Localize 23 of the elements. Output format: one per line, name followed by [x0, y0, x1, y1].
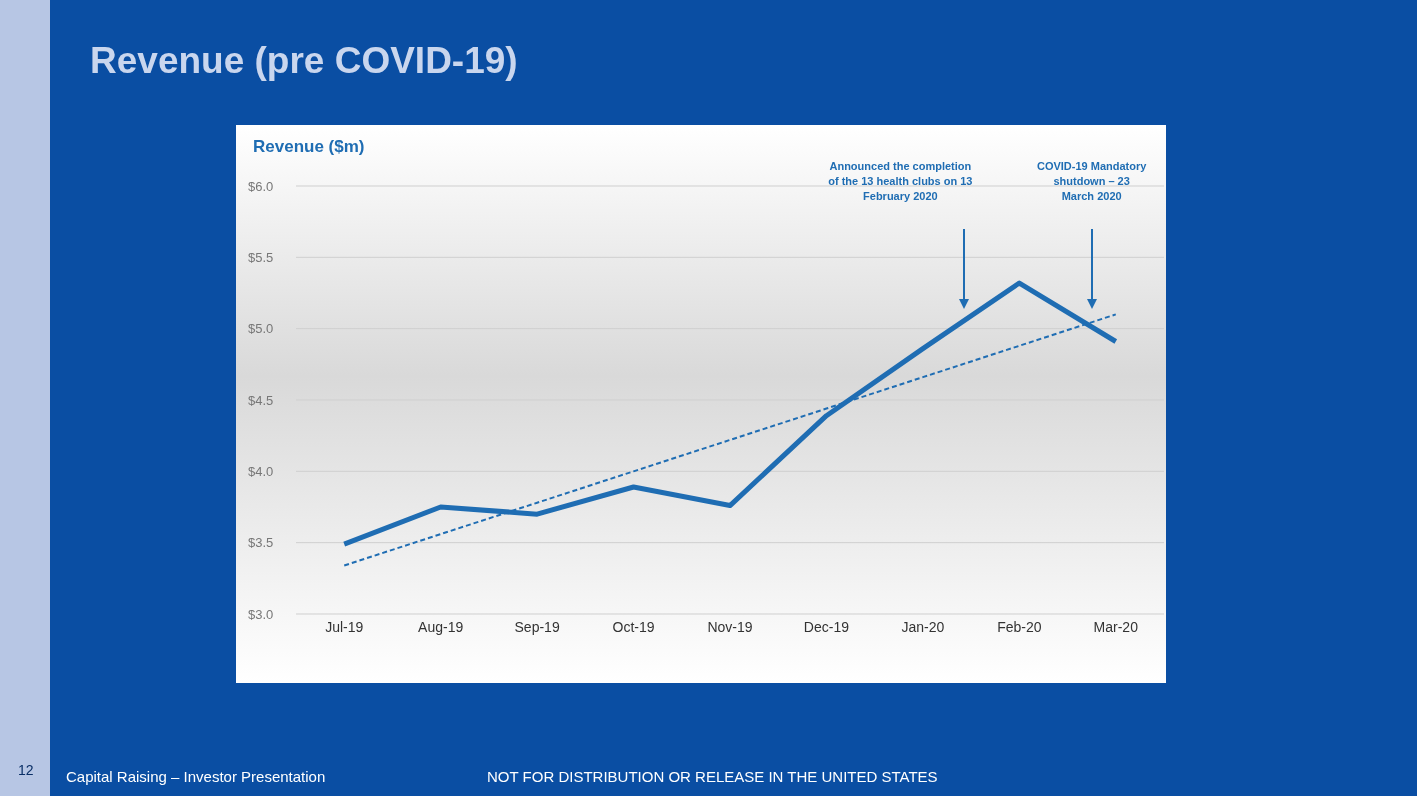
x-tick-label: Oct-19	[612, 618, 655, 635]
y-tick-label: $5.5	[248, 249, 274, 265]
annotation: Announced the completion of the 13 health clubs on 13 February 2020	[827, 159, 974, 204]
x-tick-label: Mar-20	[1093, 618, 1139, 635]
y-tick-label: $6.0	[248, 178, 274, 194]
y-tick-label: $4.5	[248, 392, 274, 408]
x-tick-label: Feb-20	[997, 618, 1042, 635]
x-tick-label: Nov-19	[707, 618, 753, 635]
y-tick-label: $5.0	[248, 321, 274, 337]
x-tick-label: Jan-20	[901, 618, 945, 635]
text: NOT FOR DISTRIBUTION OR RELEASE IN THE UNITED STATES	[487, 768, 938, 785]
text: Capital Raising – Investor Presentation	[66, 768, 326, 785]
text: 12	[18, 762, 34, 778]
y-tick-label: $3.0	[248, 606, 274, 622]
y-tick-label: $4.0	[248, 463, 274, 479]
x-tick-label: Sep-19	[514, 618, 560, 635]
chart-title: Revenue (pre COVID-19)	[90, 40, 518, 82]
y-tick-label: $3.5	[248, 535, 274, 551]
annotation: COVID-19 Mandatory shutdown – 23 March 2020	[1036, 159, 1147, 204]
x-tick-label: Jul-19	[325, 618, 364, 635]
y-axis-title: Revenue ($m)	[253, 137, 365, 157]
x-tick-label: Aug-19	[418, 618, 464, 635]
x-tick-label: Dec-19	[803, 618, 850, 635]
